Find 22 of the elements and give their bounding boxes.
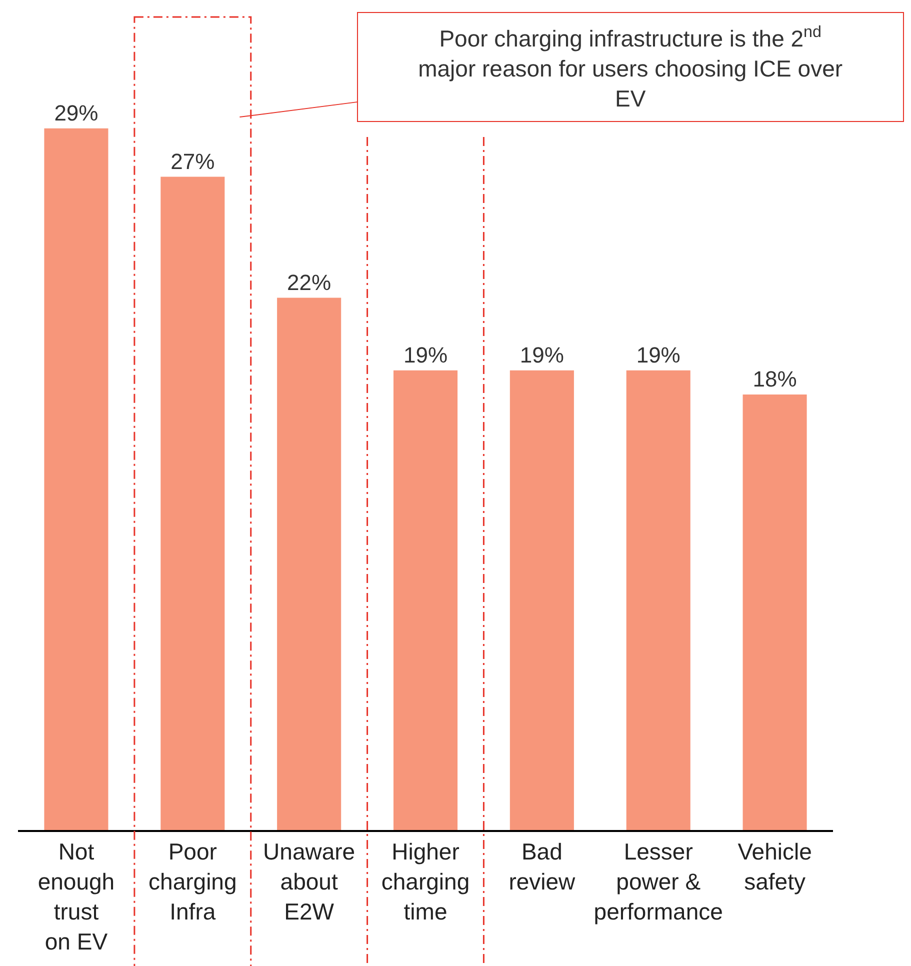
bar <box>742 394 807 830</box>
x-tick-label: Vehicle safety <box>738 838 812 894</box>
bar <box>160 176 225 830</box>
bar <box>510 370 574 830</box>
bar <box>277 298 342 830</box>
data-label: 22% <box>287 270 332 295</box>
bar <box>44 128 108 830</box>
text: Poor charging infrastructure is the 2$^{nd}$ major reason for users choosing ICE over EV <box>418 23 843 112</box>
x-tick-label: Poor charging Infra <box>148 838 237 924</box>
bar <box>393 370 458 830</box>
data-label: 18% <box>752 366 797 392</box>
data-label: 19% <box>520 342 564 368</box>
x-tick-label: Not enough trust on EV <box>38 838 115 954</box>
x-tick-label: Unaware about E2W <box>263 838 356 924</box>
data-label: 19% <box>403 342 448 368</box>
x-tick-label: Higher charging time <box>381 838 470 924</box>
data-label: 19% <box>636 342 680 368</box>
x-tick-label: Bad review <box>508 838 576 894</box>
bar <box>626 370 690 830</box>
x-tick-label: Lesser power & performance <box>594 838 723 924</box>
data-label: 27% <box>170 148 215 174</box>
data-label: 29% <box>54 100 98 126</box>
